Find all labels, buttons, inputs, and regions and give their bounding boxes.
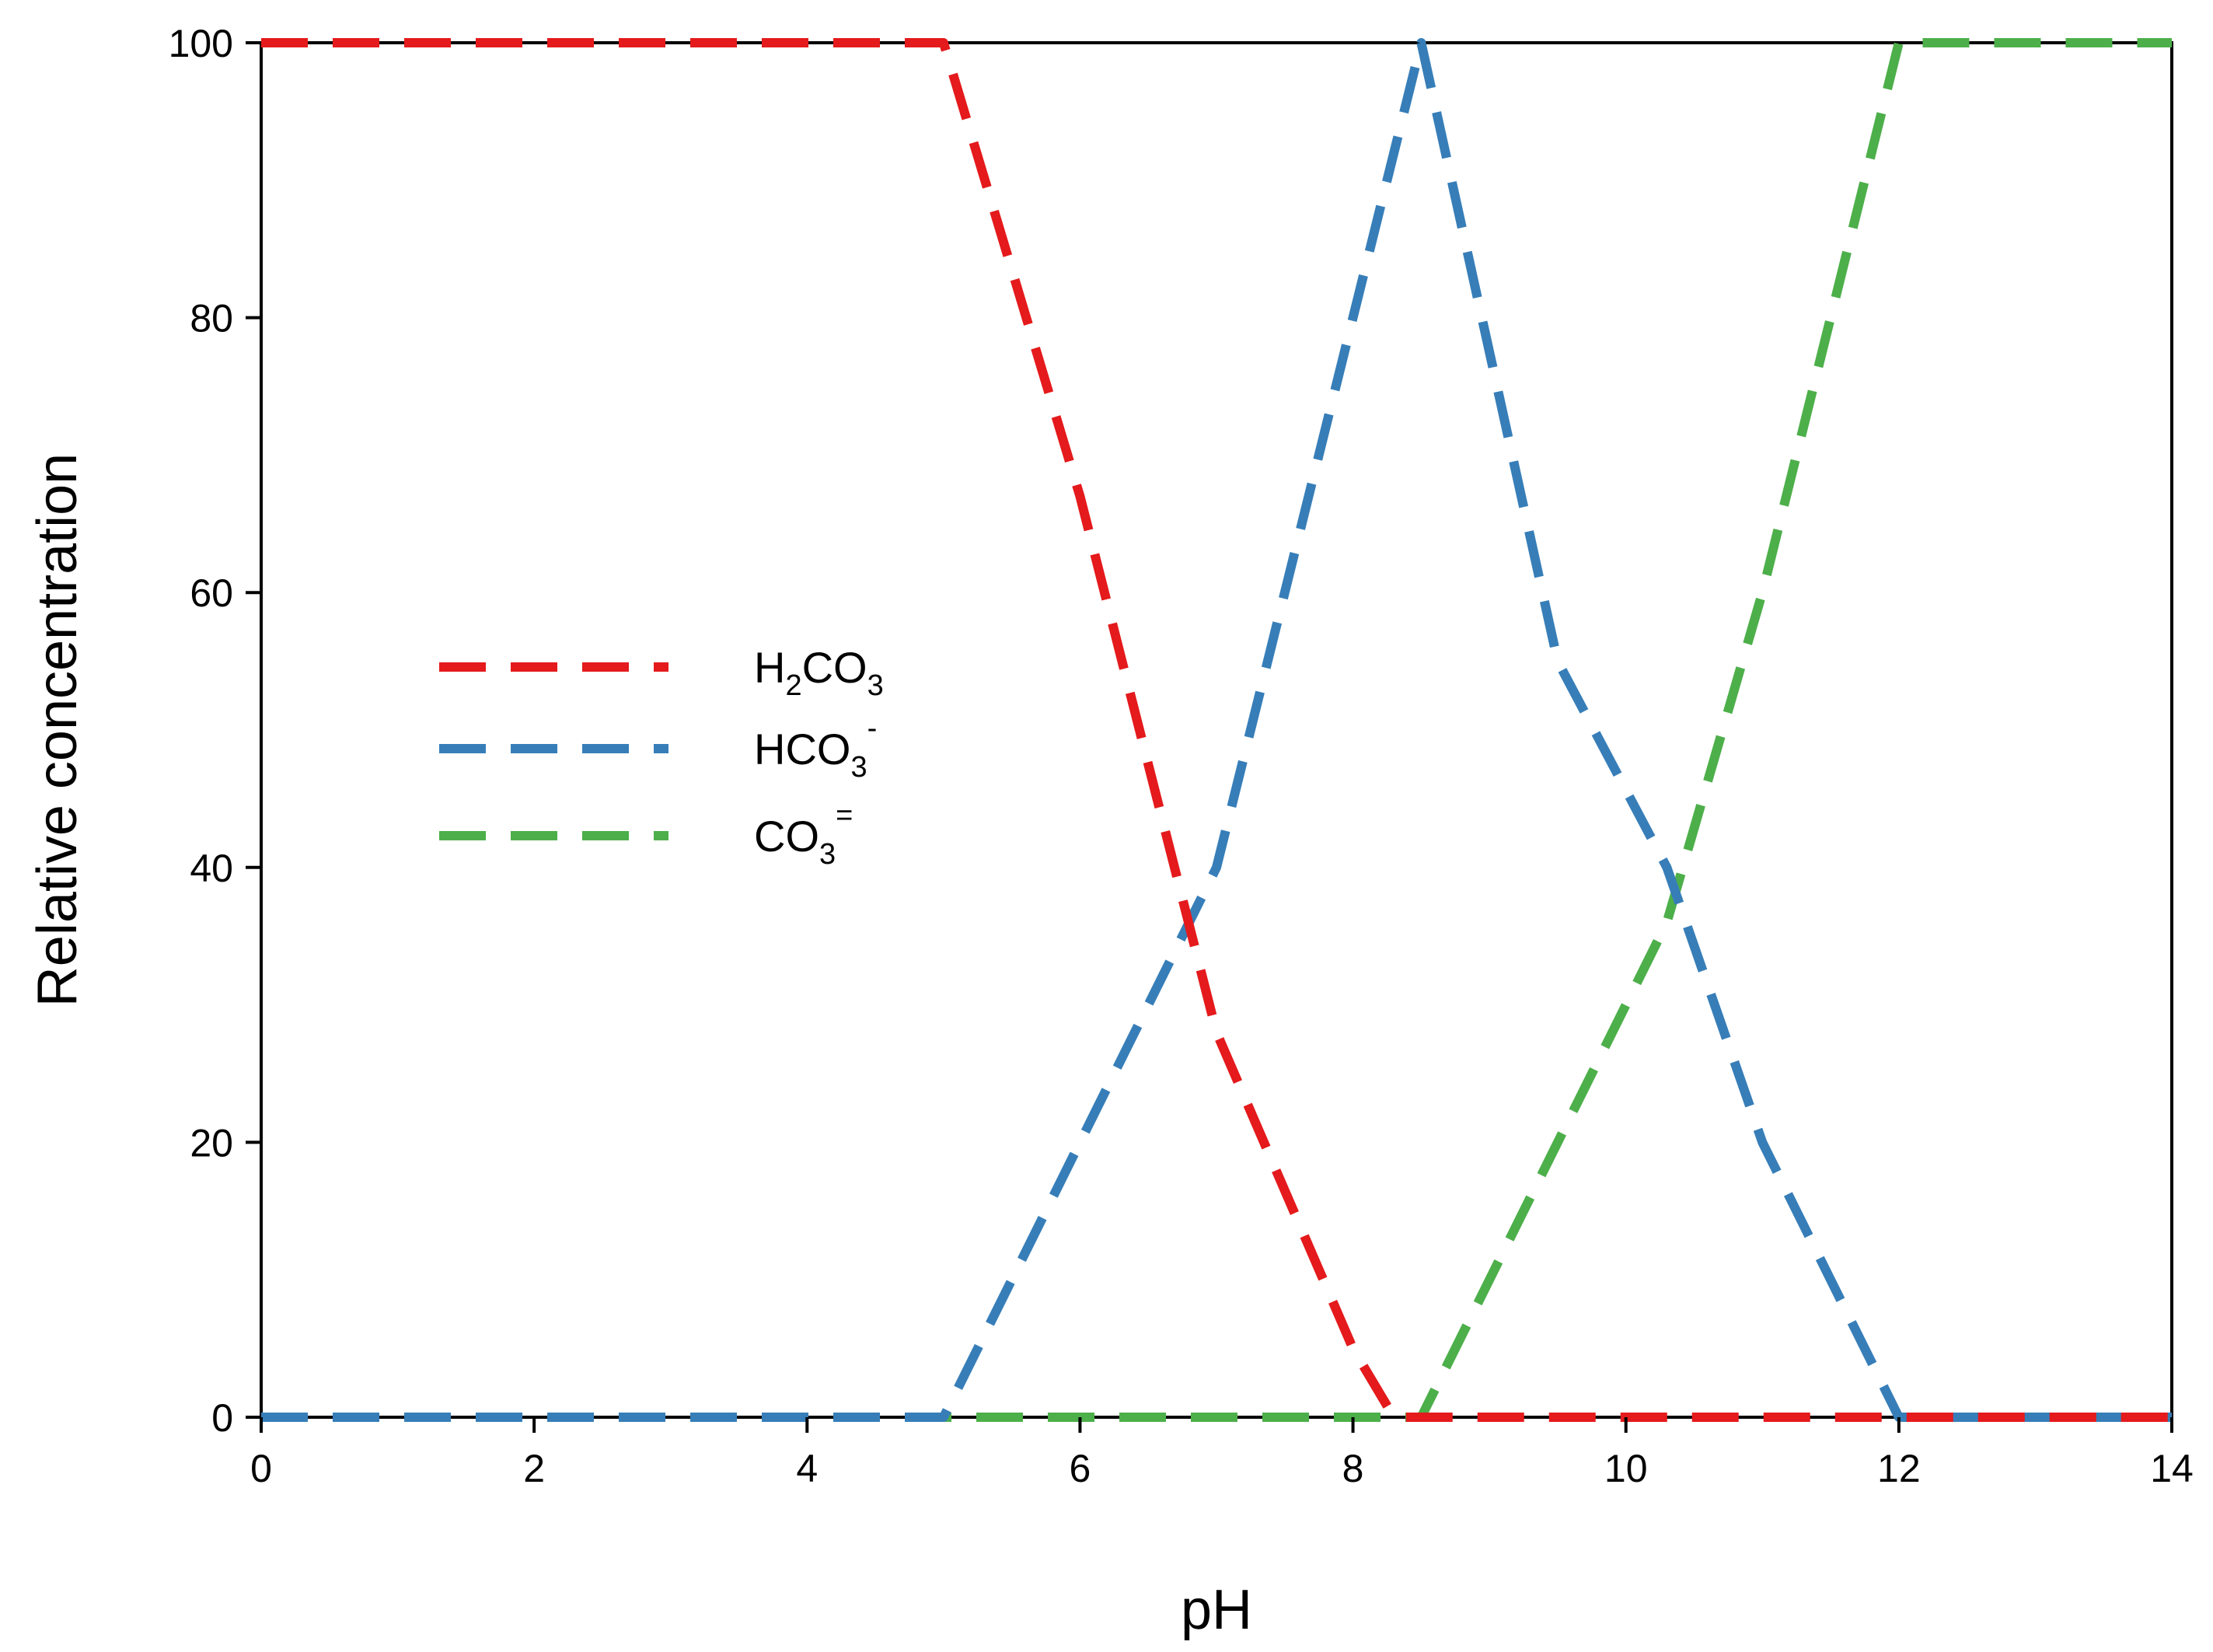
x-axis-ticks: 0 2 4 6 8 10 12 14 [250,1417,2194,1490]
x-tick-label: 4 [796,1447,818,1490]
legend-label-part: H [754,643,785,692]
x-tick-label: 10 [1604,1447,1648,1490]
legend-label-part: CO [754,812,819,861]
legend-label-part: 3 [819,838,836,871]
legend-label-part: HCO [754,725,850,774]
y-tick-label: 40 [190,847,233,890]
x-axis-title: pH [1181,1579,1252,1641]
legend-label: HCO3- [754,712,877,784]
legend-label-part: - [867,712,878,745]
x-tick-label: 2 [523,1447,545,1490]
x-tick-label: 0 [250,1447,272,1490]
legend-label-part: = [836,799,853,832]
series-line-1 [261,38,2172,1422]
x-tick-label: 12 [1877,1447,1921,1490]
y-axis-title: Relative concentration [26,453,89,1007]
legend-label-part: 3 [850,751,867,784]
y-axis-ticks: 0 20 40 60 80 100 [169,22,261,1440]
x-tick-label: 14 [2150,1447,2194,1490]
y-tick-label: 20 [190,1121,233,1165]
y-tick-label: 0 [211,1396,233,1440]
series-line-2 [261,38,2172,1422]
plot-frame [260,41,2173,1419]
series-layer [261,38,2172,1422]
legend-label: CO3= [754,799,853,871]
y-tick-label: 60 [190,571,233,615]
x-tick-label: 6 [1070,1447,1091,1490]
x-tick-label: 8 [1342,1447,1364,1490]
legend-label: H2CO3 [754,643,884,702]
y-tick-label: 80 [190,297,233,341]
legend-label-part: 3 [867,669,884,702]
legend-label-part: CO [802,643,867,692]
y-tick-label: 100 [169,22,233,65]
legend-label-part: 2 [785,669,801,702]
series-line-0 [261,38,2172,1422]
